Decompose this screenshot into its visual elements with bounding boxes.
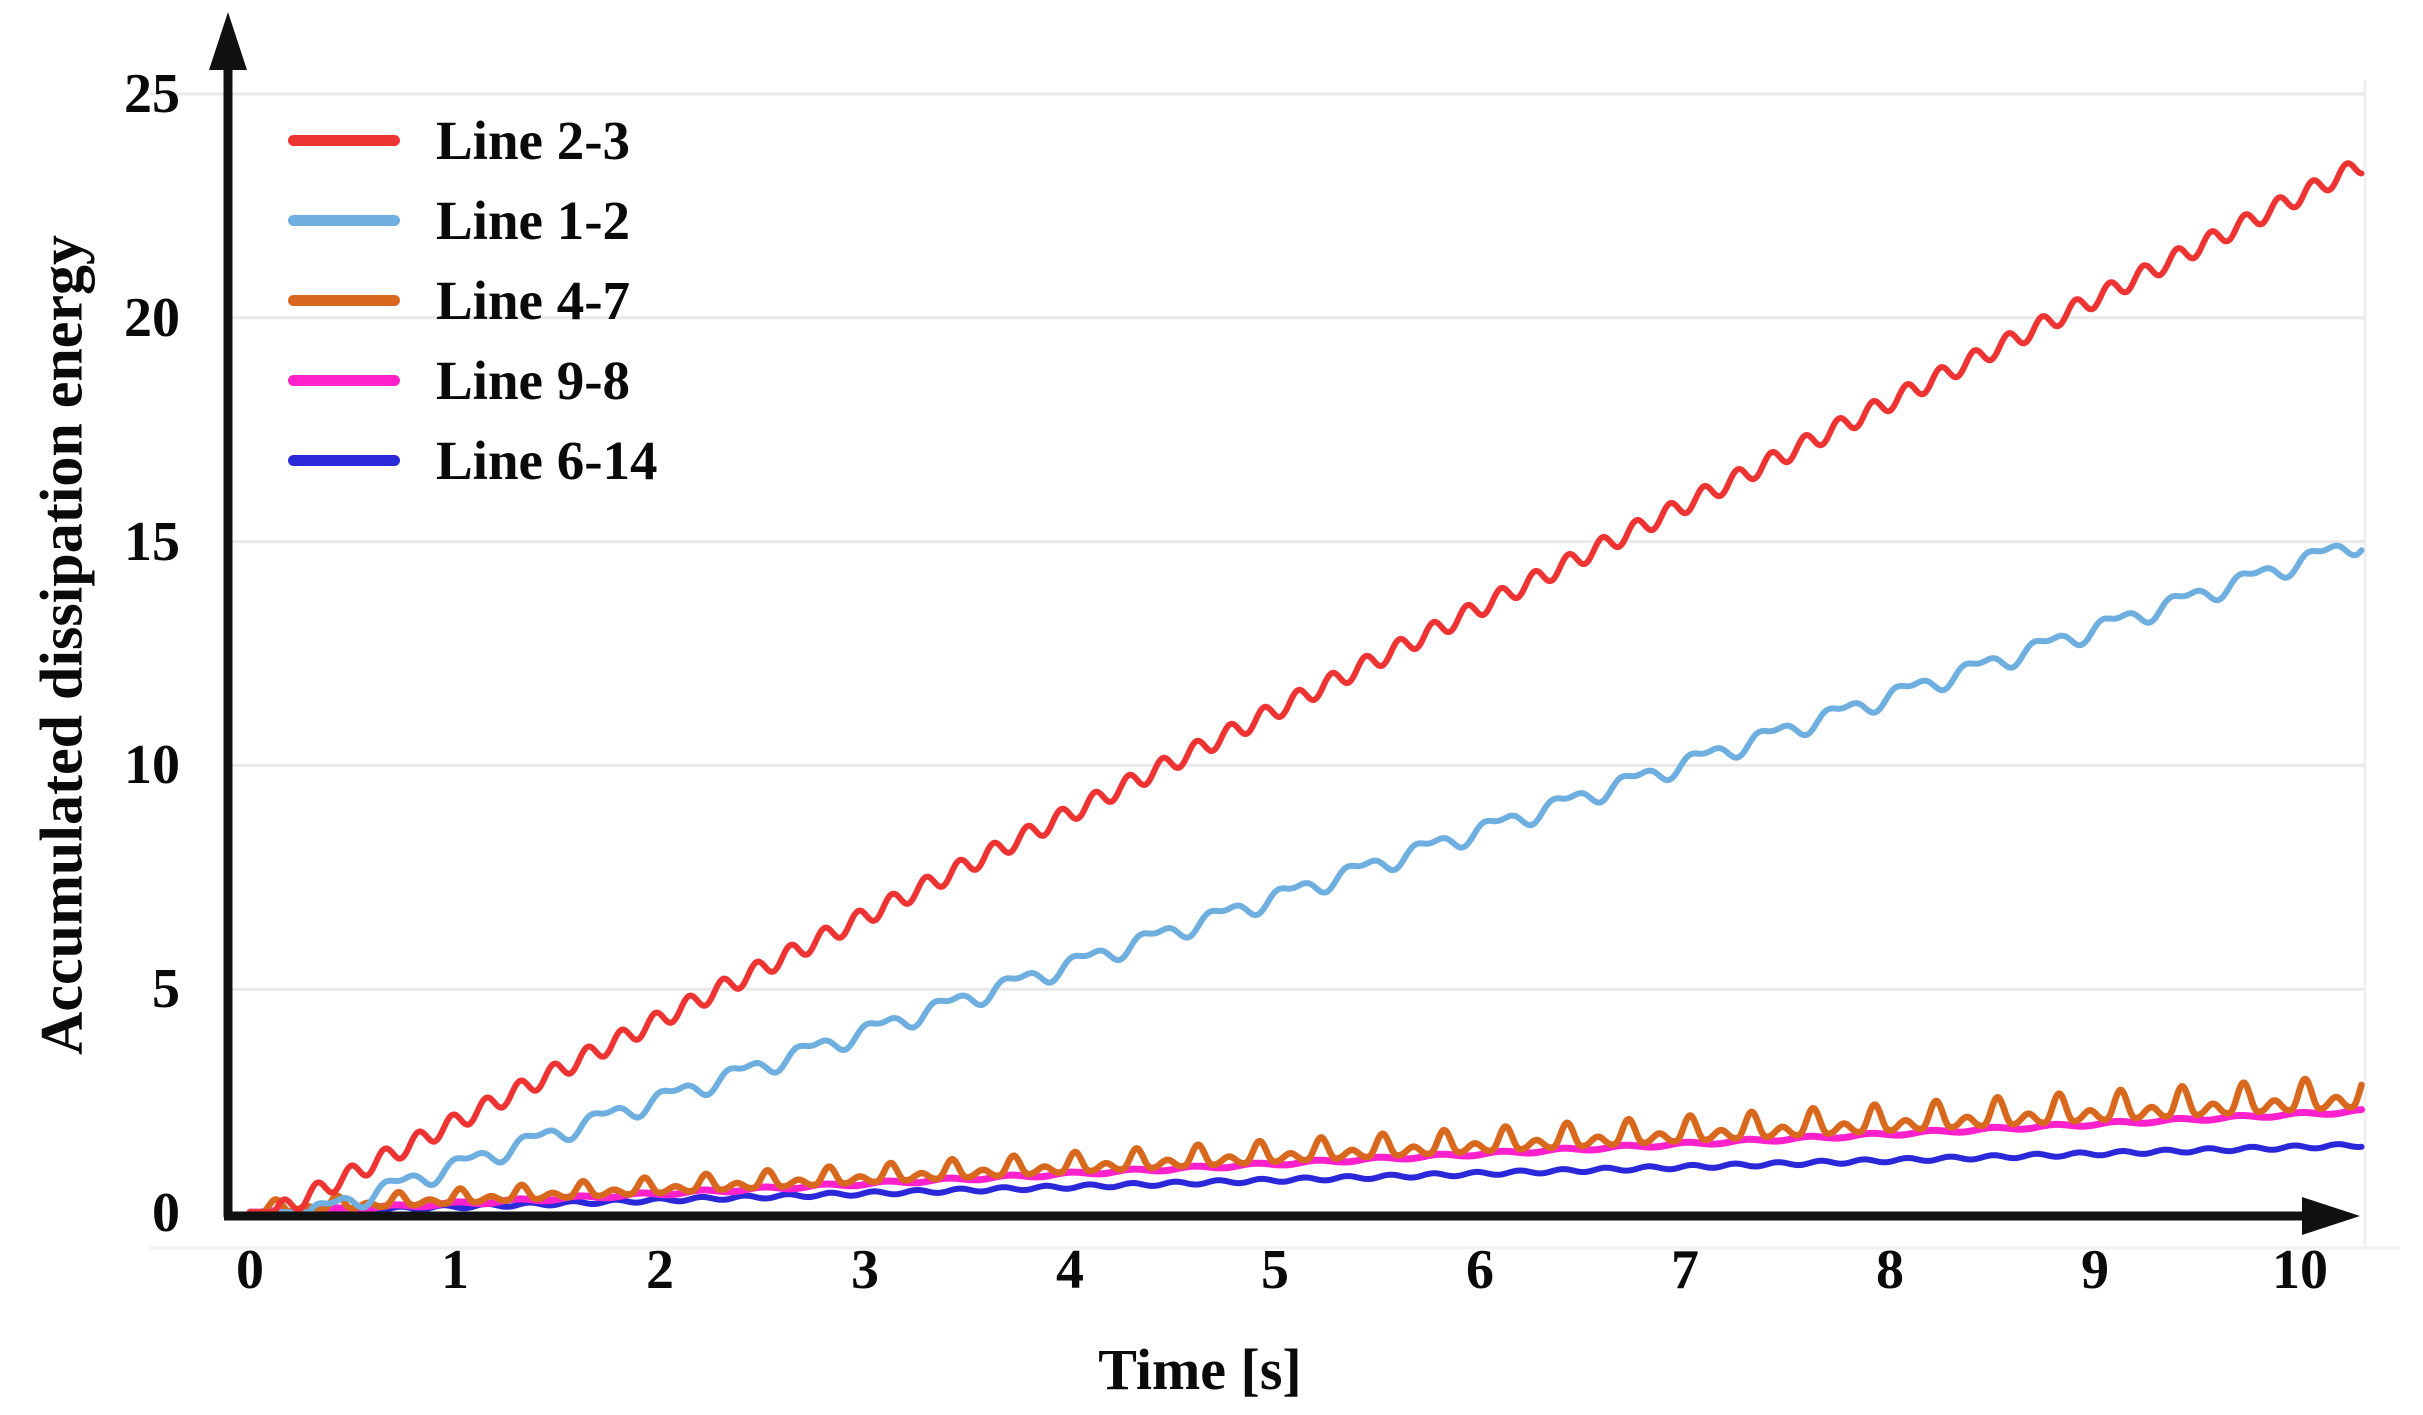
series-line-line-6-14 bbox=[247, 1141, 2365, 1216]
legend-item-line-1-2: Line 1-2 bbox=[288, 180, 658, 260]
legend-item-line-4-7: Line 4-7 bbox=[288, 260, 658, 340]
y-tick-label-0: 0 bbox=[152, 1182, 180, 1244]
legend-label: Line 6-14 bbox=[436, 429, 658, 491]
x-tick-label-3: 3 bbox=[851, 1239, 879, 1301]
y-tick-label-15: 15 bbox=[124, 510, 180, 573]
x-tick-label-8: 8 bbox=[1876, 1239, 1904, 1301]
y-axis-title: Accumulated dissipation energy bbox=[28, 234, 95, 1056]
legend-swatch-icon bbox=[288, 294, 400, 306]
x-tick-label-2: 2 bbox=[646, 1239, 674, 1301]
x-tick-label-5: 5 bbox=[1261, 1239, 1289, 1301]
legend-item-line-2-3: Line 2-3 bbox=[288, 100, 658, 180]
y-tick-label-20: 20 bbox=[124, 286, 180, 349]
legend-label: Line 9-8 bbox=[436, 349, 631, 411]
series-line-line-1-2 bbox=[247, 542, 2365, 1216]
legend-label: Line 1-2 bbox=[436, 189, 631, 251]
legend-swatch-icon bbox=[288, 134, 400, 146]
legend-item-line-9-8: Line 9-8 bbox=[288, 340, 658, 420]
series-line-line-4-7 bbox=[246, 1075, 2365, 1216]
legend-swatch-icon bbox=[288, 214, 400, 226]
x-axis-title: Time [s] bbox=[1098, 1337, 1302, 1402]
legend-swatch-icon bbox=[288, 374, 400, 386]
legend-label: Line 2-3 bbox=[436, 109, 631, 171]
legend-swatch-icon bbox=[288, 454, 400, 466]
x-tick-label-4: 4 bbox=[1056, 1239, 1084, 1301]
legend-item-line-6-14: Line 6-14 bbox=[288, 420, 658, 500]
x-axis-arrow-icon bbox=[2302, 1197, 2360, 1235]
x-tick-label-7: 7 bbox=[1671, 1239, 1699, 1301]
x-tick-label-9: 9 bbox=[2081, 1239, 2109, 1301]
legend-label: Line 4-7 bbox=[436, 269, 631, 331]
legend: Line 2-3 Line 1-2 Line 4-7 Line 9-8 Line 6-1… bbox=[288, 100, 658, 500]
x-tick-label-0: 0 bbox=[236, 1239, 264, 1301]
y-tick-label-10: 10 bbox=[124, 734, 180, 797]
series-line-line-2-3 bbox=[247, 160, 2365, 1216]
y-axis-arrow-icon bbox=[209, 12, 247, 70]
y-tick-label-25: 25 bbox=[124, 63, 180, 125]
x-tick-label-1: 1 bbox=[441, 1239, 469, 1301]
y-tick-label-5: 5 bbox=[152, 958, 180, 1021]
x-tick-label-10: 10 bbox=[2272, 1239, 2328, 1301]
x-tick-label-6: 6 bbox=[1466, 1239, 1494, 1301]
